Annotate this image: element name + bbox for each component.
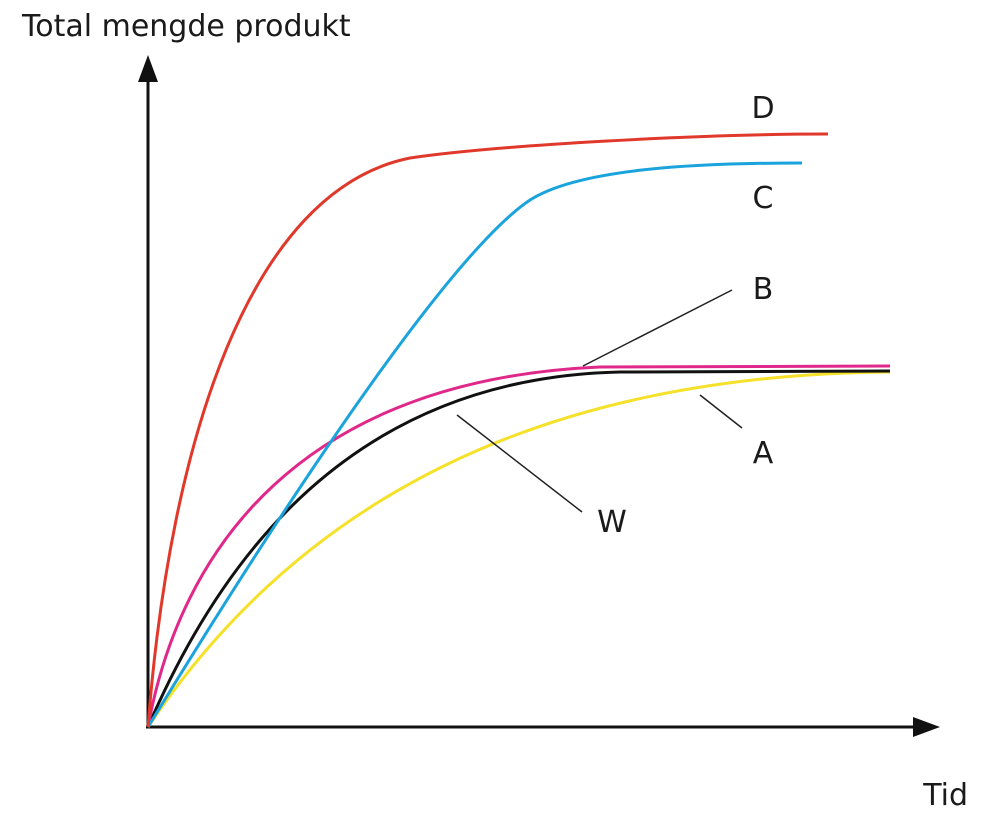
curve-label: B — [753, 272, 774, 307]
x-axis-arrow — [913, 717, 940, 737]
curve-label: W — [597, 505, 627, 540]
x-axis-label: Tid — [922, 778, 968, 813]
curve-a — [146, 370, 891, 728]
curve-label: C — [753, 181, 774, 216]
leader-w — [456, 414, 583, 513]
curve-c — [146, 161, 803, 728]
curve-w — [146, 369, 891, 728]
curve-label: A — [753, 436, 774, 471]
y-axis-label: Total mengde produkt — [21, 9, 351, 44]
curve-b — [146, 364, 891, 728]
curve-label: D — [751, 91, 774, 126]
leader-a — [699, 394, 743, 429]
leader-b — [582, 289, 733, 367]
y-axis-arrow — [138, 55, 158, 82]
curve-d — [146, 132, 829, 728]
